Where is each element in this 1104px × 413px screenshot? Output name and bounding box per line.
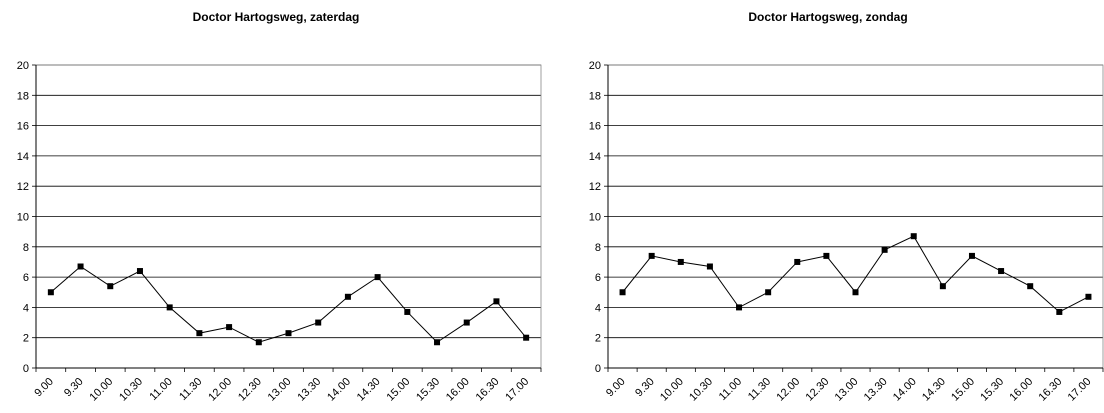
x-tick-label: 13.00 bbox=[833, 376, 861, 404]
data-point bbox=[285, 330, 292, 337]
data-point bbox=[677, 258, 684, 265]
data-point bbox=[107, 283, 114, 290]
y-tick-label: 18 bbox=[589, 90, 601, 102]
data-point bbox=[736, 304, 743, 311]
series-line bbox=[622, 235, 1089, 313]
y-tick-label: 2 bbox=[595, 333, 601, 345]
data-point bbox=[823, 252, 830, 259]
x-tick-label: 9.00 bbox=[32, 376, 56, 400]
data-point bbox=[648, 252, 655, 259]
data-point bbox=[523, 334, 530, 341]
y-tick-label: 18 bbox=[17, 90, 29, 102]
chart-title: Doctor Hartogsweg, zondag bbox=[748, 10, 908, 24]
chart-svg: 0 2 4 6 8 10 12 14 16 18 20 9.00 9.30 10.00 10.30 11.00… bbox=[589, 60, 1104, 404]
x-tick-label: 14.30 bbox=[920, 376, 948, 404]
data-point bbox=[1085, 293, 1092, 300]
x-tick-label: 9.30 bbox=[62, 376, 86, 400]
data-point bbox=[196, 330, 203, 337]
data-point bbox=[226, 324, 233, 331]
x-tick-label: 17.00 bbox=[1066, 376, 1094, 404]
x-tick-label: 10.00 bbox=[87, 376, 115, 404]
x-tick-label: 11.30 bbox=[177, 376, 204, 403]
x-tick-label: 12.30 bbox=[804, 376, 832, 404]
x-tick-label: 11.30 bbox=[746, 376, 773, 403]
y-tick-label: 16 bbox=[17, 121, 29, 133]
x-tick-label: 14.00 bbox=[891, 376, 919, 404]
x-tick-label: 14.00 bbox=[325, 376, 353, 404]
y-tick-label: 6 bbox=[595, 272, 601, 284]
data-point bbox=[765, 289, 772, 296]
x-tick-label: 10.30 bbox=[117, 376, 145, 404]
y-tick-label: 10 bbox=[17, 212, 29, 224]
x-tick-label: 17.00 bbox=[503, 376, 531, 404]
x-tick-label: 12.00 bbox=[774, 376, 802, 404]
data-point bbox=[166, 304, 173, 311]
x-tick-label: 16.30 bbox=[1036, 376, 1064, 404]
data-point bbox=[493, 298, 500, 305]
data-point bbox=[47, 289, 54, 296]
data-point bbox=[77, 263, 84, 270]
y-tick-label: 10 bbox=[589, 212, 601, 224]
data-point bbox=[619, 289, 626, 296]
x-tick-label: 11.00 bbox=[717, 376, 744, 403]
y-tick-label: 8 bbox=[595, 242, 601, 254]
data-point bbox=[374, 274, 381, 281]
data-point bbox=[881, 246, 888, 253]
x-tick-label: 16.00 bbox=[1007, 376, 1035, 404]
y-tick-label: 16 bbox=[589, 121, 601, 133]
data-point bbox=[404, 308, 411, 315]
y-tick-label: 14 bbox=[589, 151, 601, 163]
y-tick-label: 12 bbox=[17, 181, 29, 193]
data-point bbox=[939, 283, 946, 290]
y-tick-label: 8 bbox=[23, 242, 29, 254]
x-tick-label: 13.30 bbox=[862, 376, 890, 404]
x-tick-label: 15.00 bbox=[384, 376, 412, 404]
data-point bbox=[794, 258, 801, 265]
x-tick-label: 15.30 bbox=[978, 376, 1006, 404]
chart-zaterdag: Doctor Hartogsweg, zaterdag 0 2 4 6 8 10 12 14 1… bbox=[17, 10, 542, 404]
y-tick-label: 12 bbox=[589, 181, 601, 193]
y-tick-label: 2 bbox=[23, 333, 29, 345]
x-tick-label: 9.00 bbox=[604, 376, 628, 400]
y-tick-label: 20 bbox=[589, 60, 601, 72]
x-tick-label: 16.00 bbox=[444, 376, 472, 404]
x-tick-label: 13.00 bbox=[266, 376, 294, 404]
chart-title: Doctor Hartogsweg, zaterdag bbox=[192, 10, 360, 24]
chart-zondag: Doctor Hartogsweg, zondag 0 2 4 6 8 10 12 14 16 1… bbox=[552, 0, 1104, 413]
x-tick-label: 12.30 bbox=[236, 376, 264, 404]
data-point bbox=[998, 268, 1005, 275]
y-tick-label: 0 bbox=[23, 363, 29, 375]
data-point bbox=[344, 293, 351, 300]
data-point bbox=[255, 339, 262, 346]
data-point bbox=[1027, 283, 1034, 290]
data-point bbox=[706, 263, 713, 270]
y-tick-label: 0 bbox=[595, 363, 601, 375]
x-tick-label: 13.30 bbox=[295, 376, 323, 404]
x-tick-label: 10.30 bbox=[687, 376, 715, 404]
y-tick-label: 4 bbox=[23, 302, 29, 314]
x-tick-label: 11.00 bbox=[147, 376, 174, 403]
x-tick-label: 16.30 bbox=[474, 376, 502, 404]
x-tick-label: 15.30 bbox=[414, 376, 442, 404]
data-point bbox=[852, 289, 859, 296]
data-point bbox=[136, 268, 143, 275]
data-point bbox=[1056, 308, 1063, 315]
x-tick-label: 15.00 bbox=[949, 376, 977, 404]
data-point bbox=[463, 319, 470, 326]
x-tick-label: 10.00 bbox=[658, 376, 686, 404]
data-point bbox=[910, 233, 917, 240]
x-tick-label: 12.00 bbox=[206, 376, 234, 404]
y-tick-label: 20 bbox=[17, 60, 29, 72]
data-point bbox=[968, 252, 975, 259]
data-point bbox=[434, 339, 441, 346]
y-tick-label: 14 bbox=[17, 151, 29, 163]
x-tick-label: 14.30 bbox=[355, 376, 383, 404]
y-tick-label: 4 bbox=[595, 302, 601, 314]
y-tick-label: 6 bbox=[23, 272, 29, 284]
x-tick-label: 9.30 bbox=[633, 376, 657, 400]
data-point bbox=[315, 319, 322, 326]
chart-svg: 0 2 4 6 8 10 12 14 16 18 20 9.00 9.30 10.00 10.30 11.00… bbox=[17, 60, 542, 404]
